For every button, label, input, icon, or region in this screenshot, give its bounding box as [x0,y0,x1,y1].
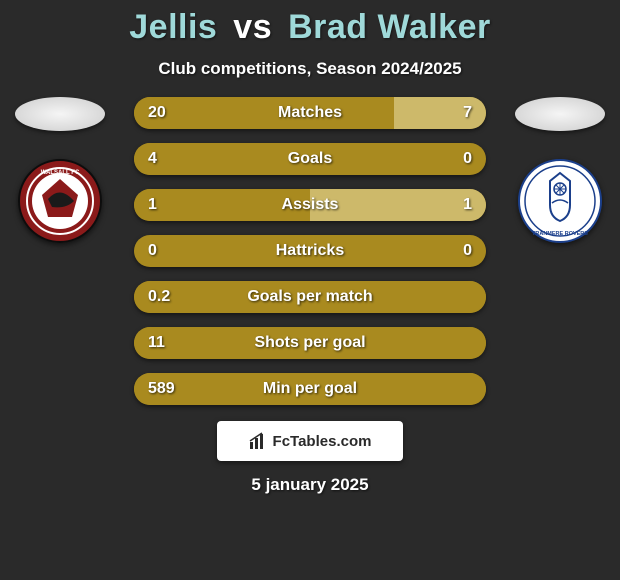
stat-fill-left [134,189,310,221]
stat-fill-left [134,373,486,405]
stat-value-right: 0 [449,235,486,267]
stat-value-right: 0 [449,143,486,175]
stat-fill-left [134,97,394,129]
right-player-column: TRANMERE ROVERS [500,97,620,243]
player1-club-crest: WALSALL FC [18,159,102,243]
stat-fill-left [134,327,486,359]
tranmere-crest-icon: TRANMERE ROVERS [518,159,602,243]
stat-row: 11Assists [134,189,486,221]
stat-fill-right [310,189,486,221]
stat-fill-left [134,143,398,175]
svg-text:WALSALL FC: WALSALL FC [41,170,80,176]
brand-badge: FcTables.com [217,421,403,461]
player2-avatar-placeholder [515,97,605,131]
stat-row: 207Matches [134,97,486,129]
stat-row: 40Goals [134,143,486,175]
player2-club-crest: TRANMERE ROVERS [518,159,602,243]
brand-text: FcTables.com [273,433,372,450]
comparison-stage: WALSALL FC TRANMERE ROVERS 207Matches 40G… [0,97,620,405]
stat-label: Hattricks [134,235,486,267]
stat-bars-container: 207Matches40Goals11Assists00Hattricks0.2… [134,97,486,405]
player1-avatar-placeholder [15,97,105,131]
bars-icon [249,432,267,450]
stat-row: 0.2Goals per match [134,281,486,313]
subtitle: Club competitions, Season 2024/2025 [0,59,620,79]
stat-row: 589Min per goal [134,373,486,405]
walsall-crest-icon: WALSALL FC [18,159,102,243]
stat-value-left: 0 [134,235,171,267]
vs-label: vs [233,8,272,46]
player1-name: Jellis [129,8,217,46]
stat-fill-left [134,281,486,313]
stat-row: 11Shots per goal [134,327,486,359]
footer-date: 5 january 2025 [0,475,620,495]
comparison-title: Jellis vs Brad Walker [0,0,620,47]
stat-fill-right [394,97,486,129]
player2-name: Brad Walker [288,8,491,46]
stat-row: 0 0Hattricks [134,235,486,267]
svg-text:TRANMERE ROVERS: TRANMERE ROVERS [532,231,588,237]
left-player-column: WALSALL FC [0,97,120,243]
